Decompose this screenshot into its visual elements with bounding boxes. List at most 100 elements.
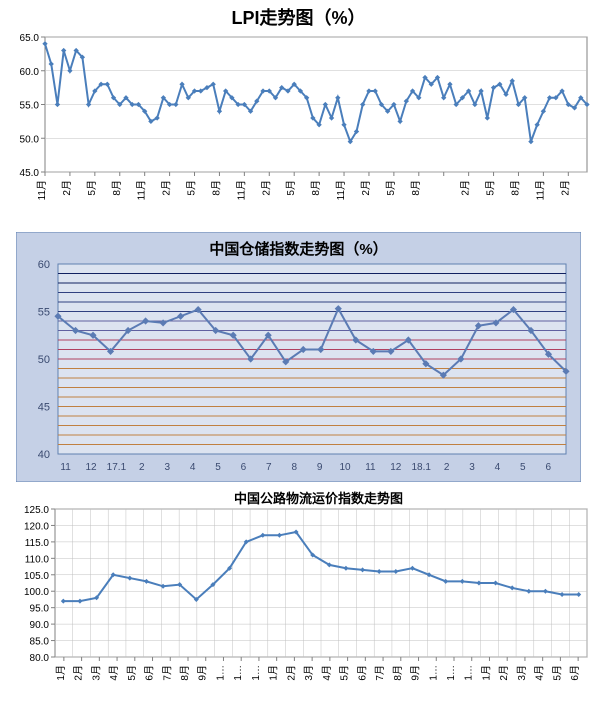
svg-text:50: 50 xyxy=(38,354,50,366)
svg-text:1…: 1… xyxy=(428,665,439,681)
lpi-chart-svg: 45.0 50.0 55.0 60.0 65.0 11月 2月 5月 8月 11月 2月 5月 8月 11… xyxy=(0,32,597,227)
svg-text:6: 6 xyxy=(545,462,551,473)
svg-text:5月: 5月 xyxy=(285,180,297,196)
svg-text:5月: 5月 xyxy=(339,665,351,681)
svg-text:8月: 8月 xyxy=(509,180,521,196)
svg-text:11月: 11月 xyxy=(335,180,347,200)
svg-text:2月: 2月 xyxy=(460,180,472,196)
svg-text:8月: 8月 xyxy=(310,180,322,196)
svg-text:5月: 5月 xyxy=(385,180,397,196)
svg-text:11月: 11月 xyxy=(534,180,546,200)
svg-text:105.0: 105.0 xyxy=(24,571,49,582)
svg-text:45: 45 xyxy=(38,402,50,414)
warehouse-chart: 中国仓储指数走势图（%）4045505560111217.12345678910… xyxy=(0,232,597,482)
svg-text:12: 12 xyxy=(390,462,402,473)
svg-text:1月: 1月 xyxy=(268,665,280,681)
svg-text:95.0: 95.0 xyxy=(30,604,50,615)
svg-text:2月: 2月 xyxy=(61,180,73,196)
svg-text:1…: 1… xyxy=(464,665,475,681)
svg-text:110.0: 110.0 xyxy=(25,554,50,565)
svg-text:4: 4 xyxy=(190,462,196,473)
svg-text:11: 11 xyxy=(60,462,71,473)
svg-text:7月: 7月 xyxy=(161,665,173,681)
svg-text:2月: 2月 xyxy=(73,665,85,681)
svg-text:6月: 6月 xyxy=(569,665,581,681)
svg-text:85.0: 85.0 xyxy=(30,637,50,648)
svg-text:11月: 11月 xyxy=(136,180,148,200)
svg-text:11月: 11月 xyxy=(235,180,247,200)
svg-text:6: 6 xyxy=(241,462,247,473)
svg-text:40: 40 xyxy=(38,449,50,461)
svg-text:2月: 2月 xyxy=(360,180,372,196)
svg-text:1…: 1… xyxy=(251,665,262,681)
svg-text:45.0: 45.0 xyxy=(20,168,40,179)
freight-chart: 中国公路物流运价指数走势图 80.0 85.0 90.0 95.0 100.0 105.0 1… xyxy=(0,487,597,702)
svg-text:1月: 1月 xyxy=(480,665,492,681)
svg-text:7: 7 xyxy=(266,462,272,473)
warehouse-chart-svg: 中国仓储指数走势图（%）4045505560111217.12345678910… xyxy=(16,232,581,482)
svg-text:4月: 4月 xyxy=(321,665,333,681)
svg-text:9: 9 xyxy=(317,462,323,473)
svg-text:2月: 2月 xyxy=(260,180,272,196)
svg-text:5月: 5月 xyxy=(86,180,98,196)
svg-text:4月: 4月 xyxy=(108,665,120,681)
svg-text:80.0: 80.0 xyxy=(30,653,50,664)
svg-text:65.0: 65.0 xyxy=(20,33,40,44)
svg-text:1月: 1月 xyxy=(55,665,67,681)
svg-text:125.0: 125.0 xyxy=(24,505,49,516)
svg-text:5月: 5月 xyxy=(551,665,563,681)
svg-text:50.0: 50.0 xyxy=(20,134,40,145)
svg-text:4: 4 xyxy=(495,462,501,473)
svg-text:17.1: 17.1 xyxy=(107,462,127,473)
svg-text:2月: 2月 xyxy=(285,665,297,681)
lpi-chart: LPI走势图（%） 45.0 50.0 55.0 60.0 65.0 11月 2月 5月 8月 1… xyxy=(0,0,597,227)
lpi-chart-title: LPI走势图（%） xyxy=(0,0,597,32)
svg-text:115.0: 115.0 xyxy=(25,538,50,549)
svg-text:55: 55 xyxy=(38,307,50,319)
svg-text:8月: 8月 xyxy=(210,180,222,196)
svg-text:11月: 11月 xyxy=(36,180,48,200)
svg-text:1…: 1… xyxy=(215,665,226,681)
svg-text:中国公路物流运价指数走势图: 中国公路物流运价指数走势图 xyxy=(234,491,403,506)
svg-text:7月: 7月 xyxy=(374,665,386,681)
svg-text:5: 5 xyxy=(215,462,221,473)
svg-text:11: 11 xyxy=(365,462,376,473)
svg-text:9月: 9月 xyxy=(197,665,209,681)
svg-text:6月: 6月 xyxy=(144,665,156,681)
svg-text:10: 10 xyxy=(339,462,351,473)
svg-text:18.1: 18.1 xyxy=(411,462,431,473)
svg-text:5月: 5月 xyxy=(186,180,198,196)
svg-text:8月: 8月 xyxy=(410,180,422,196)
svg-text:4月: 4月 xyxy=(534,665,546,681)
svg-text:2月: 2月 xyxy=(559,180,571,196)
svg-text:8月: 8月 xyxy=(111,180,123,196)
svg-text:55.0: 55.0 xyxy=(20,101,40,112)
svg-text:120.0: 120.0 xyxy=(24,521,49,532)
svg-text:12: 12 xyxy=(85,462,97,473)
svg-text:1…: 1… xyxy=(446,665,457,681)
svg-text:3: 3 xyxy=(164,462,170,473)
freight-chart-svg: 中国公路物流运价指数走势图 80.0 85.0 90.0 95.0 100.0 105.0 1… xyxy=(0,487,597,702)
svg-text:100.0: 100.0 xyxy=(24,587,49,598)
svg-text:5: 5 xyxy=(520,462,526,473)
svg-text:8: 8 xyxy=(291,462,297,473)
svg-text:8月: 8月 xyxy=(392,665,404,681)
svg-text:8月: 8月 xyxy=(179,665,191,681)
svg-text:中国仓储指数走势图（%）: 中国仓储指数走势图（%） xyxy=(209,240,387,258)
svg-text:60: 60 xyxy=(38,259,50,271)
svg-text:9月: 9月 xyxy=(410,665,422,681)
svg-text:3月: 3月 xyxy=(516,665,528,681)
svg-text:2: 2 xyxy=(444,462,450,473)
svg-text:2月: 2月 xyxy=(161,180,173,196)
svg-text:2: 2 xyxy=(139,462,145,473)
svg-text:3月: 3月 xyxy=(303,665,315,681)
svg-text:90.0: 90.0 xyxy=(30,620,50,631)
svg-text:5月: 5月 xyxy=(485,180,497,196)
svg-text:5月: 5月 xyxy=(126,665,138,681)
svg-text:6月: 6月 xyxy=(356,665,368,681)
svg-text:2月: 2月 xyxy=(498,665,510,681)
svg-text:1…: 1… xyxy=(233,665,244,681)
svg-text:3: 3 xyxy=(469,462,475,473)
svg-text:60.0: 60.0 xyxy=(20,67,40,78)
svg-text:3月: 3月 xyxy=(90,665,102,681)
